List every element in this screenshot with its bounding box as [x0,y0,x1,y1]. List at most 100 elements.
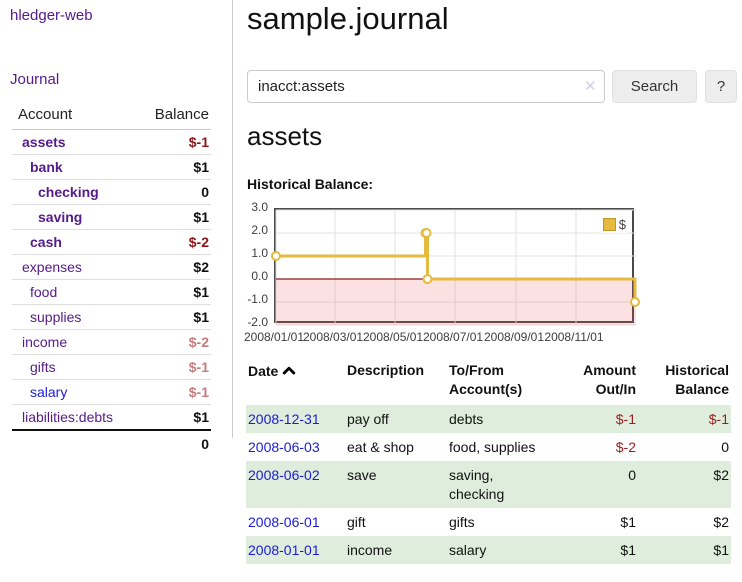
chart-canvas [271,209,640,326]
transaction-accounts: saving, checking [449,467,505,502]
account-row: gifts $-1 [12,354,211,380]
transaction-date-link[interactable]: 2008-06-03 [248,439,320,455]
account-link-checking[interactable]: checking [38,184,99,200]
chart-title: Historical Balance: [247,176,374,192]
account-row: saving $1 [12,204,211,230]
transaction-amount: $1 [620,514,636,530]
account-balance: $-1 [135,354,211,380]
column-description: Description [347,362,425,378]
transaction-balance: 0 [721,439,729,455]
transaction-balance: $2 [713,514,729,530]
transaction-amount: $1 [620,542,636,558]
transaction-balance: $1 [713,542,729,558]
help-button[interactable]: ? [705,70,737,103]
account-link-food[interactable]: food [30,284,58,300]
column-date-sortable[interactable]: Date [246,359,345,405]
account-row: cash $-2 [12,229,211,255]
account-balance: $1 [135,204,211,230]
register-header-row: Date Description To/From Account(s) Amou… [246,359,731,405]
account-link-cash[interactable]: cash [30,234,62,250]
search-input[interactable] [247,70,605,103]
account-heading: assets [247,121,323,151]
search-button[interactable]: Search [612,70,697,103]
column-date-label: Date [248,363,279,379]
page-title: sample.journal [247,1,449,36]
account-row: expenses $2 [12,254,211,280]
accounts-column-balance: Balance [135,102,211,130]
column-amount: Amount Out/In [583,362,636,397]
account-row: supplies $1 [12,304,211,330]
x-axis-label: 2008/09/01 [483,330,545,344]
transaction-amount: $-1 [615,411,636,427]
transaction-accounts: gifts [449,514,475,530]
transaction-date-link[interactable]: 2008-06-01 [248,514,320,530]
transaction-date-link[interactable]: 2008-06-02 [248,467,320,483]
account-link-salary[interactable]: salary [30,384,68,400]
transaction-description: eat & shop [347,439,414,455]
account-link-liabilities-debts[interactable]: liabilities:debts [22,409,114,425]
account-link-supplies[interactable]: supplies [30,309,82,325]
transaction-balance: $2 [713,467,729,483]
transaction-date-link[interactable]: 2008-12-31 [248,411,320,427]
accounts-total-value: 0 [135,429,211,456]
chart-legend: $ [600,216,628,233]
transaction-balance: $-1 [708,411,729,427]
column-balance: Historical Balance [665,362,729,397]
account-link-bank[interactable]: bank [30,159,63,175]
account-row: liabilities:debts $1 [12,405,211,431]
transaction-description: save [347,467,377,483]
transaction-amount: $-2 [615,439,636,455]
accounts-header-row: Account Balance [12,102,211,130]
brand-link[interactable]: hledger-web [10,7,93,24]
account-balance: $1 [135,154,211,180]
accounts-table: Account Balance assets $-1 bank $1 check… [12,102,211,456]
transaction-description: income [347,542,393,558]
account-balance: $1 [135,279,211,305]
account-row: income $-2 [12,329,211,355]
x-axis-label: 2008/03/01 [302,330,364,344]
account-balance: $1 [193,409,209,425]
y-axis-label: 0.0 [251,269,268,283]
account-balance: $-2 [135,229,211,255]
accounts-column-account: Account [12,102,136,130]
account-balance: $2 [135,254,211,280]
account-balance: 0 [135,179,211,205]
x-axis-label: 2008/05/01 [362,330,424,344]
column-accounts: To/From Account(s) [449,362,523,397]
transaction-row: 2008-01-01 income salary $1 $1 [246,536,731,564]
account-balance: $-1 [135,129,211,155]
y-axis-label: 2.0 [251,223,268,237]
account-balance: $-2 [135,329,211,355]
transaction-amount: 0 [628,467,636,483]
transaction-row: 2008-06-02 save saving, checking 0 $2 [246,461,731,508]
transaction-description: gift [347,514,366,530]
clear-search-icon[interactable]: ✕ [584,78,597,95]
transaction-accounts: debts [449,411,484,427]
sidebar: hledger-web Journal Account Balance asse… [0,0,233,456]
account-link-gifts[interactable]: gifts [30,359,56,375]
account-balance: $1 [135,304,211,330]
legend-swatch-icon [602,218,616,231]
account-link-saving[interactable]: saving [38,209,83,225]
account-row: salary $-1 [12,379,211,405]
account-link-expenses[interactable]: expenses [22,259,82,275]
sort-ascending-icon [282,361,296,380]
accounts-total-row: 0 [12,429,211,456]
account-link-assets[interactable]: assets [22,134,66,150]
x-axis-label: 2008/01/01 [243,330,305,344]
y-axis-label: 1.0 [251,246,268,260]
x-axis-label: 2008/07/01 [422,330,484,344]
transaction-row: 2008-12-31 pay off debts $-1 $-1 [246,405,731,433]
transaction-date-link[interactable]: 2008-01-01 [248,542,320,558]
sidebar-item-journal[interactable]: Journal [10,71,60,88]
transaction-accounts: food, supplies [449,439,536,455]
transaction-row: 2008-06-03 eat & shop food, supplies $-2… [246,433,731,461]
transaction-row: 2008-06-01 gift gifts $1 $2 [246,508,731,536]
account-row: food $1 [12,279,211,305]
y-axis-label: 3.0 [251,200,268,214]
account-link-income[interactable]: income [22,334,68,350]
account-row: bank $1 [12,154,211,180]
y-axis-label: -2.0 [247,315,268,329]
chart-plot-area: $ [271,208,640,326]
account-balance: $-1 [135,379,211,405]
